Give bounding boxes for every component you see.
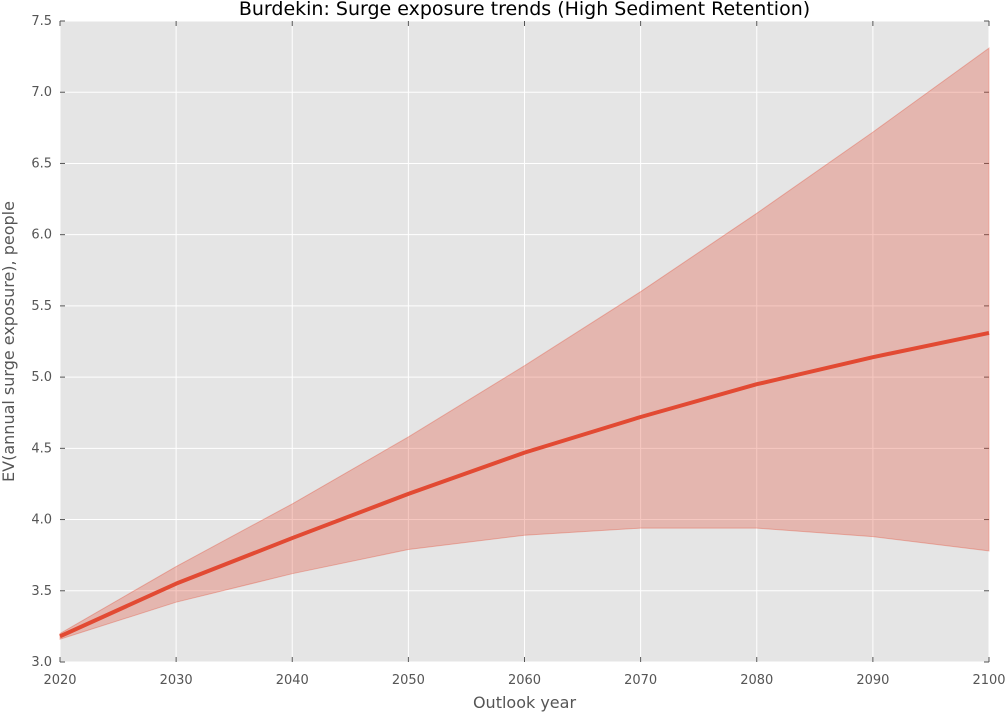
y-tick-labels: 3.0 3.5 4.0 4.5 5.0 5.5 6.0 6.5 7.0 7.5 (31, 14, 52, 670)
y-tick-label: 6.5 (31, 156, 52, 171)
y-tick-label: 5.0 (31, 370, 52, 385)
y-tick-label: 7.5 (31, 14, 52, 29)
chart-title: Burdekin: Surge exposure trends (High Se… (239, 0, 810, 20)
x-tick-label: 2090 (856, 673, 889, 688)
y-tick-label: 3.0 (31, 655, 52, 670)
series-line (59, 330, 990, 639)
x-tick-label: 2030 (160, 673, 193, 688)
confidence-band (59, 47, 990, 640)
y-tick-label: 6.0 (31, 228, 52, 243)
y-tick-label: 3.5 (31, 584, 52, 599)
x-tick-label: 2020 (43, 673, 76, 688)
y-tick-label: 4.5 (31, 441, 52, 456)
x-tick-label: 2080 (740, 673, 773, 688)
axis-ticks (59, 20, 990, 663)
x-tick-label: 2100 (972, 673, 1005, 688)
y-axis-label: EV(annual surge exposure), people (0, 201, 18, 482)
x-tick-labels: 2020 2030 2040 2050 2060 2070 2080 2090 2100 (43, 673, 1005, 688)
y-tick-label: 7.0 (31, 85, 52, 100)
y-tick-label: 4.0 (31, 513, 52, 528)
x-tick-label: 2040 (276, 673, 309, 688)
x-axis-label: Outlook year (473, 693, 577, 712)
x-tick-label: 2050 (392, 673, 425, 688)
x-tick-label: 2070 (624, 673, 657, 688)
x-tick-label: 2060 (508, 673, 541, 688)
y-tick-label: 5.5 (31, 299, 52, 314)
